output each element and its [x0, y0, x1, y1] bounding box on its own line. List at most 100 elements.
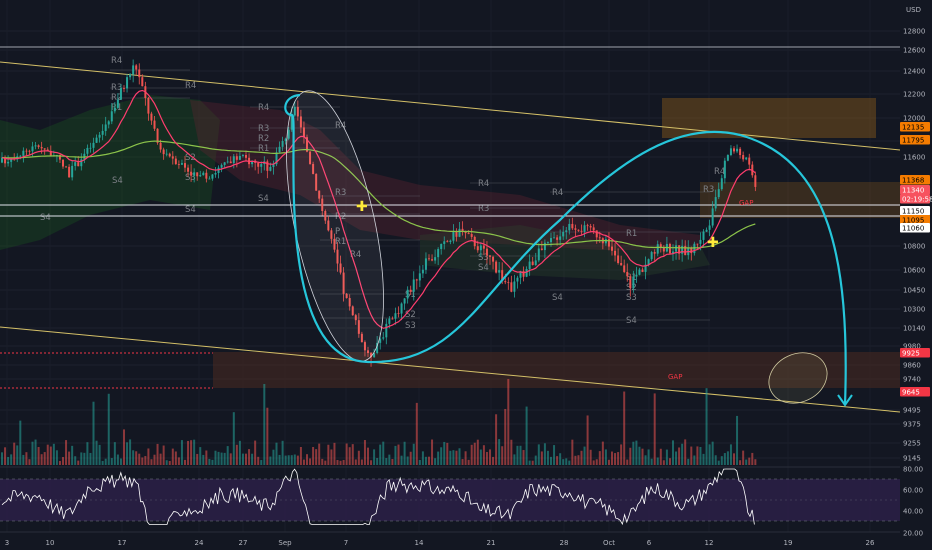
- price-tick-label: 9980: [903, 343, 921, 351]
- pivot-labels: R4 R3 R2 R1 R4 S2 S3 S4 S4 S4 R4 R3 R2 R…: [40, 56, 725, 331]
- candle-body: [516, 277, 519, 282]
- time-tick-label: 3: [5, 539, 9, 547]
- volume-bar: [135, 451, 138, 465]
- pivot-label: R3: [335, 188, 346, 198]
- pivot-label: R2: [335, 212, 346, 222]
- candle-body: [507, 282, 510, 284]
- volume-bar: [382, 441, 385, 465]
- volume-bar: [98, 444, 101, 465]
- candle-body: [745, 157, 748, 160]
- volume-bar: [574, 455, 577, 465]
- volume-bar: [171, 448, 174, 465]
- volume-bar: [623, 391, 626, 465]
- volume-bar: [196, 453, 199, 465]
- volume-bar: [126, 442, 129, 465]
- volume-bar: [751, 452, 754, 465]
- volume-bar: [330, 449, 333, 465]
- candle-body: [287, 129, 290, 139]
- time-tick-label: 26: [866, 539, 875, 547]
- volume-bar: [693, 455, 696, 465]
- candle-body: [485, 248, 488, 256]
- volume-bar: [266, 407, 269, 465]
- volume-bar: [162, 445, 165, 465]
- volume-bar: [729, 444, 732, 465]
- rsi-pane: [0, 466, 900, 526]
- candle-body: [662, 247, 665, 252]
- volume-bar: [306, 454, 308, 465]
- volume-bar: [714, 455, 717, 465]
- volume-bar: [577, 455, 580, 465]
- price-tick-label: 11600: [903, 154, 925, 162]
- candle-body: [370, 353, 373, 358]
- volume-bar: [159, 453, 162, 465]
- price-badge-label: 9645: [902, 388, 920, 396]
- candle-body: [428, 258, 430, 260]
- candle-body: [736, 148, 739, 152]
- candle-body: [443, 241, 446, 244]
- time-axis[interactable]: 3 10 17 24 27 Sep 7 14 21 28 Oct 6 12 19 26: [0, 531, 900, 547]
- candle-body: [528, 261, 531, 269]
- cross-marker-icon: ✚: [707, 235, 719, 251]
- candle-body: [232, 156, 235, 164]
- volume-bar: [80, 452, 83, 465]
- volume-bar: [708, 444, 711, 465]
- ema-fast-line: [1, 89, 756, 329]
- volume-bar: [232, 412, 235, 465]
- candle-body: [251, 160, 254, 165]
- volume-bar: [327, 444, 330, 465]
- pivot-label: R4: [335, 121, 346, 131]
- volume-bar: [562, 459, 565, 465]
- volume-bar: [568, 460, 571, 465]
- candle-body: [635, 274, 638, 277]
- candle-body: [86, 147, 89, 154]
- volume-bar: [226, 446, 229, 465]
- candle-body: [668, 243, 671, 254]
- volume-bar: [321, 458, 324, 465]
- candle-body: [611, 246, 613, 251]
- volume-bar: [1, 452, 3, 465]
- candle-body: [418, 273, 421, 281]
- volume-bar: [150, 459, 153, 465]
- candle-body: [327, 220, 330, 231]
- volume-bar: [19, 420, 22, 465]
- candle-body: [324, 210, 327, 221]
- candle-body: [409, 289, 412, 292]
- price-scale[interactable]: USD 128001260012400122001200011800116001…: [900, 0, 932, 550]
- volume-bar: [281, 440, 284, 465]
- volume-bar: [675, 451, 678, 465]
- candle-body: [440, 243, 443, 250]
- gap-label: GAP: [668, 373, 682, 381]
- candle-body: [629, 276, 632, 289]
- price-badge-label: 9925: [902, 349, 920, 357]
- candle-body: [452, 231, 455, 241]
- candle-body: [156, 128, 159, 143]
- volume-bar: [418, 459, 421, 465]
- volume-bar: [504, 408, 507, 465]
- volume-bar: [46, 444, 49, 465]
- gap-label: GAP: [739, 199, 753, 207]
- volume-bar: [659, 448, 662, 465]
- candle-body: [641, 269, 644, 272]
- candle-body: [672, 251, 674, 254]
- shaded-zones: [0, 95, 913, 389]
- volume-bar: [107, 393, 110, 465]
- volume-bar: [565, 458, 568, 465]
- volume-bar: [165, 460, 168, 465]
- candle-body: [260, 164, 263, 167]
- volume-bar: [40, 454, 43, 465]
- volume-bar: [482, 445, 485, 465]
- candle-body: [659, 244, 662, 248]
- candle-body: [119, 88, 122, 100]
- channel-lines: [0, 61, 901, 413]
- volume-bar: [235, 444, 238, 465]
- volume-bar: [495, 414, 498, 465]
- volume-bar: [476, 439, 479, 465]
- volume-bar: [315, 449, 318, 465]
- price-tick-label: 9860: [903, 362, 921, 370]
- time-tick-label: Sep: [278, 539, 292, 547]
- volume-bar: [129, 439, 132, 465]
- candle-body: [723, 160, 726, 179]
- price-badge: [900, 135, 930, 145]
- volume-bar: [299, 446, 302, 465]
